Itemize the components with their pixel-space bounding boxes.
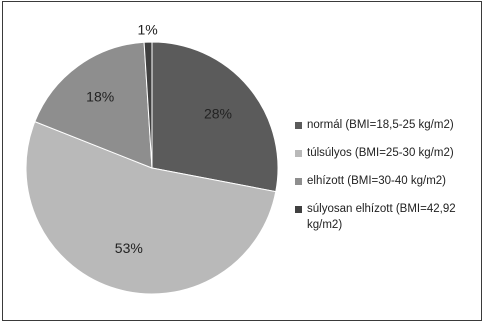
pie-slice-normal [151, 41, 279, 193]
legend-swatch-overweight [295, 150, 302, 157]
pie-labels: 28% 53% 18% 1% [86, 22, 232, 256]
legend-item-severely-obese: súlyosan elhízott (BMI=42,92 kg/m2) [295, 201, 481, 233]
pie-slice-severely-obese [143, 41, 153, 169]
pie-slice-obese [34, 41, 153, 169]
slice-label-normal: 28% [204, 105, 232, 121]
pie-chart: 28% 53% 18% 1% [25, 22, 279, 295]
legend-label-overweight: túlsúlyos (BMI=25-30 kg/m2) [307, 147, 454, 159]
slice-label-overweight: 53% [115, 240, 143, 256]
legend-label-obese: elhízott (BMI=30-40 kg/m2) [307, 175, 447, 187]
slice-label-severely-obese: 1% [137, 22, 157, 38]
legend-label-severely-obese: súlyosan elhízott (BMI=42,92 kg/m2) [307, 203, 456, 231]
pie-slices [25, 41, 279, 295]
chart-frame: 28% 53% 18% 1% normál (BMI=18,5-25 kg/m2) t… [2, 1, 482, 321]
slice-label-obese: 18% [86, 89, 114, 105]
legend-item-normal: normál (BMI=18,5-25 kg/m2) [295, 117, 481, 133]
pie-slice-overweight [25, 120, 277, 295]
legend-item-obese: elhízott (BMI=30-40 kg/m2) [295, 173, 481, 189]
legend-swatch-obese [295, 178, 302, 185]
legend-label-normal: normál (BMI=18,5-25 kg/m2) [307, 119, 454, 131]
legend-swatch-severely-obese [295, 206, 302, 213]
chart-legend: normál (BMI=18,5-25 kg/m2) túlsúlyos (BM… [295, 117, 481, 245]
legend-item-overweight: túlsúlyos (BMI=25-30 kg/m2) [295, 145, 481, 161]
legend-swatch-normal [295, 122, 302, 129]
